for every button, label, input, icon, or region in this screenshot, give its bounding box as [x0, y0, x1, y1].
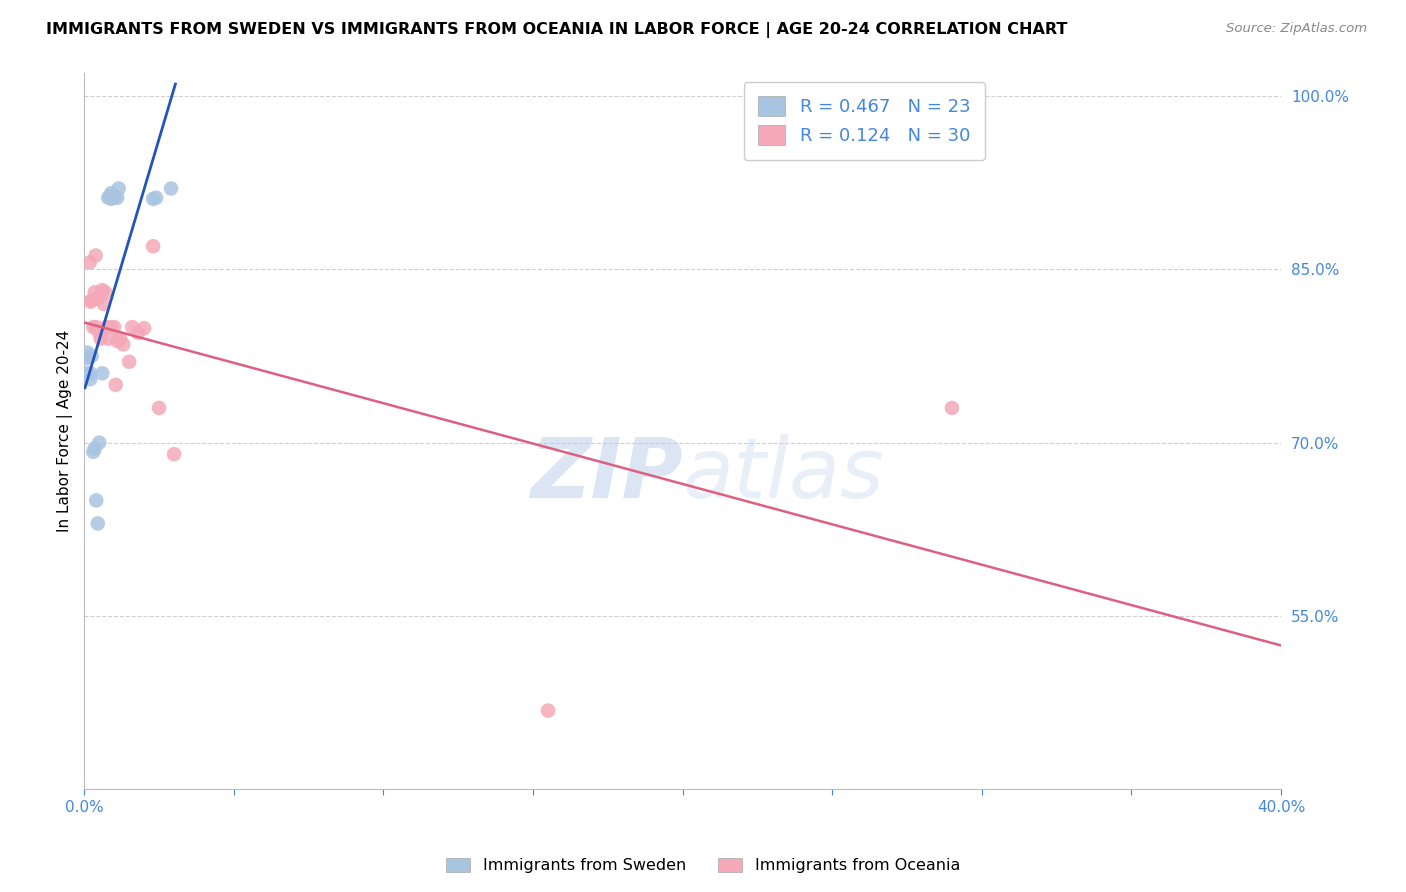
Point: [79, 367, 101, 381]
Point: [142, 192, 165, 206]
Legend: R = 0.467   N = 23, R = 0.124   N = 30: R = 0.467 N = 23, R = 0.124 N = 30: [744, 82, 984, 160]
Point: [145, 191, 167, 205]
Point: [79, 294, 101, 309]
Text: ZIP: ZIP: [530, 434, 683, 515]
Point: [84, 320, 107, 334]
Point: [89, 435, 111, 450]
Point: [80, 349, 103, 363]
Point: [83, 442, 105, 456]
Point: [77, 367, 100, 381]
Point: [89, 326, 111, 340]
Point: [97, 191, 120, 205]
Point: [105, 191, 128, 205]
Point: [134, 321, 156, 335]
Text: IMMIGRANTS FROM SWEDEN VS IMMIGRANTS FROM OCEANIA IN LABOR FORCE | AGE 20-24 COR: IMMIGRANTS FROM SWEDEN VS IMMIGRANTS FRO…: [46, 22, 1067, 38]
Point: [104, 377, 127, 392]
Point: [103, 320, 125, 334]
Point: [107, 181, 129, 195]
Point: [83, 285, 105, 300]
Point: [142, 239, 165, 253]
Point: [76, 345, 98, 359]
Point: [93, 297, 115, 311]
Point: [105, 334, 128, 348]
Point: [96, 320, 118, 334]
Point: [87, 516, 110, 531]
Point: [100, 186, 122, 200]
Point: [148, 401, 170, 415]
Point: [76, 350, 98, 364]
Point: [127, 326, 149, 340]
Point: [100, 320, 122, 334]
Point: [101, 189, 124, 203]
Point: [121, 320, 143, 334]
Text: Source: ZipAtlas.com: Source: ZipAtlas.com: [1226, 22, 1367, 36]
Point: [91, 367, 114, 381]
Point: [163, 447, 186, 461]
Point: [79, 255, 101, 269]
Point: [82, 445, 104, 459]
Point: [91, 283, 114, 297]
Point: [80, 293, 103, 308]
Point: [76, 351, 98, 366]
Point: [90, 332, 112, 346]
Point: [82, 320, 104, 334]
Text: atlas: atlas: [683, 434, 884, 515]
Point: [537, 704, 560, 718]
Legend: Immigrants from Sweden, Immigrants from Oceania: Immigrants from Sweden, Immigrants from …: [440, 851, 966, 880]
Point: [118, 355, 141, 369]
Point: [98, 189, 121, 203]
Y-axis label: In Labor Force | Age 20-24: In Labor Force | Age 20-24: [58, 330, 73, 533]
Point: [112, 337, 135, 351]
Point: [941, 401, 963, 415]
Point: [87, 291, 110, 305]
Point: [84, 493, 107, 508]
Point: [108, 332, 131, 346]
Point: [97, 332, 120, 346]
Point: [100, 192, 122, 206]
Point: [79, 372, 101, 386]
Point: [160, 181, 183, 195]
Point: [103, 191, 125, 205]
Point: [94, 285, 117, 300]
Point: [84, 248, 107, 262]
